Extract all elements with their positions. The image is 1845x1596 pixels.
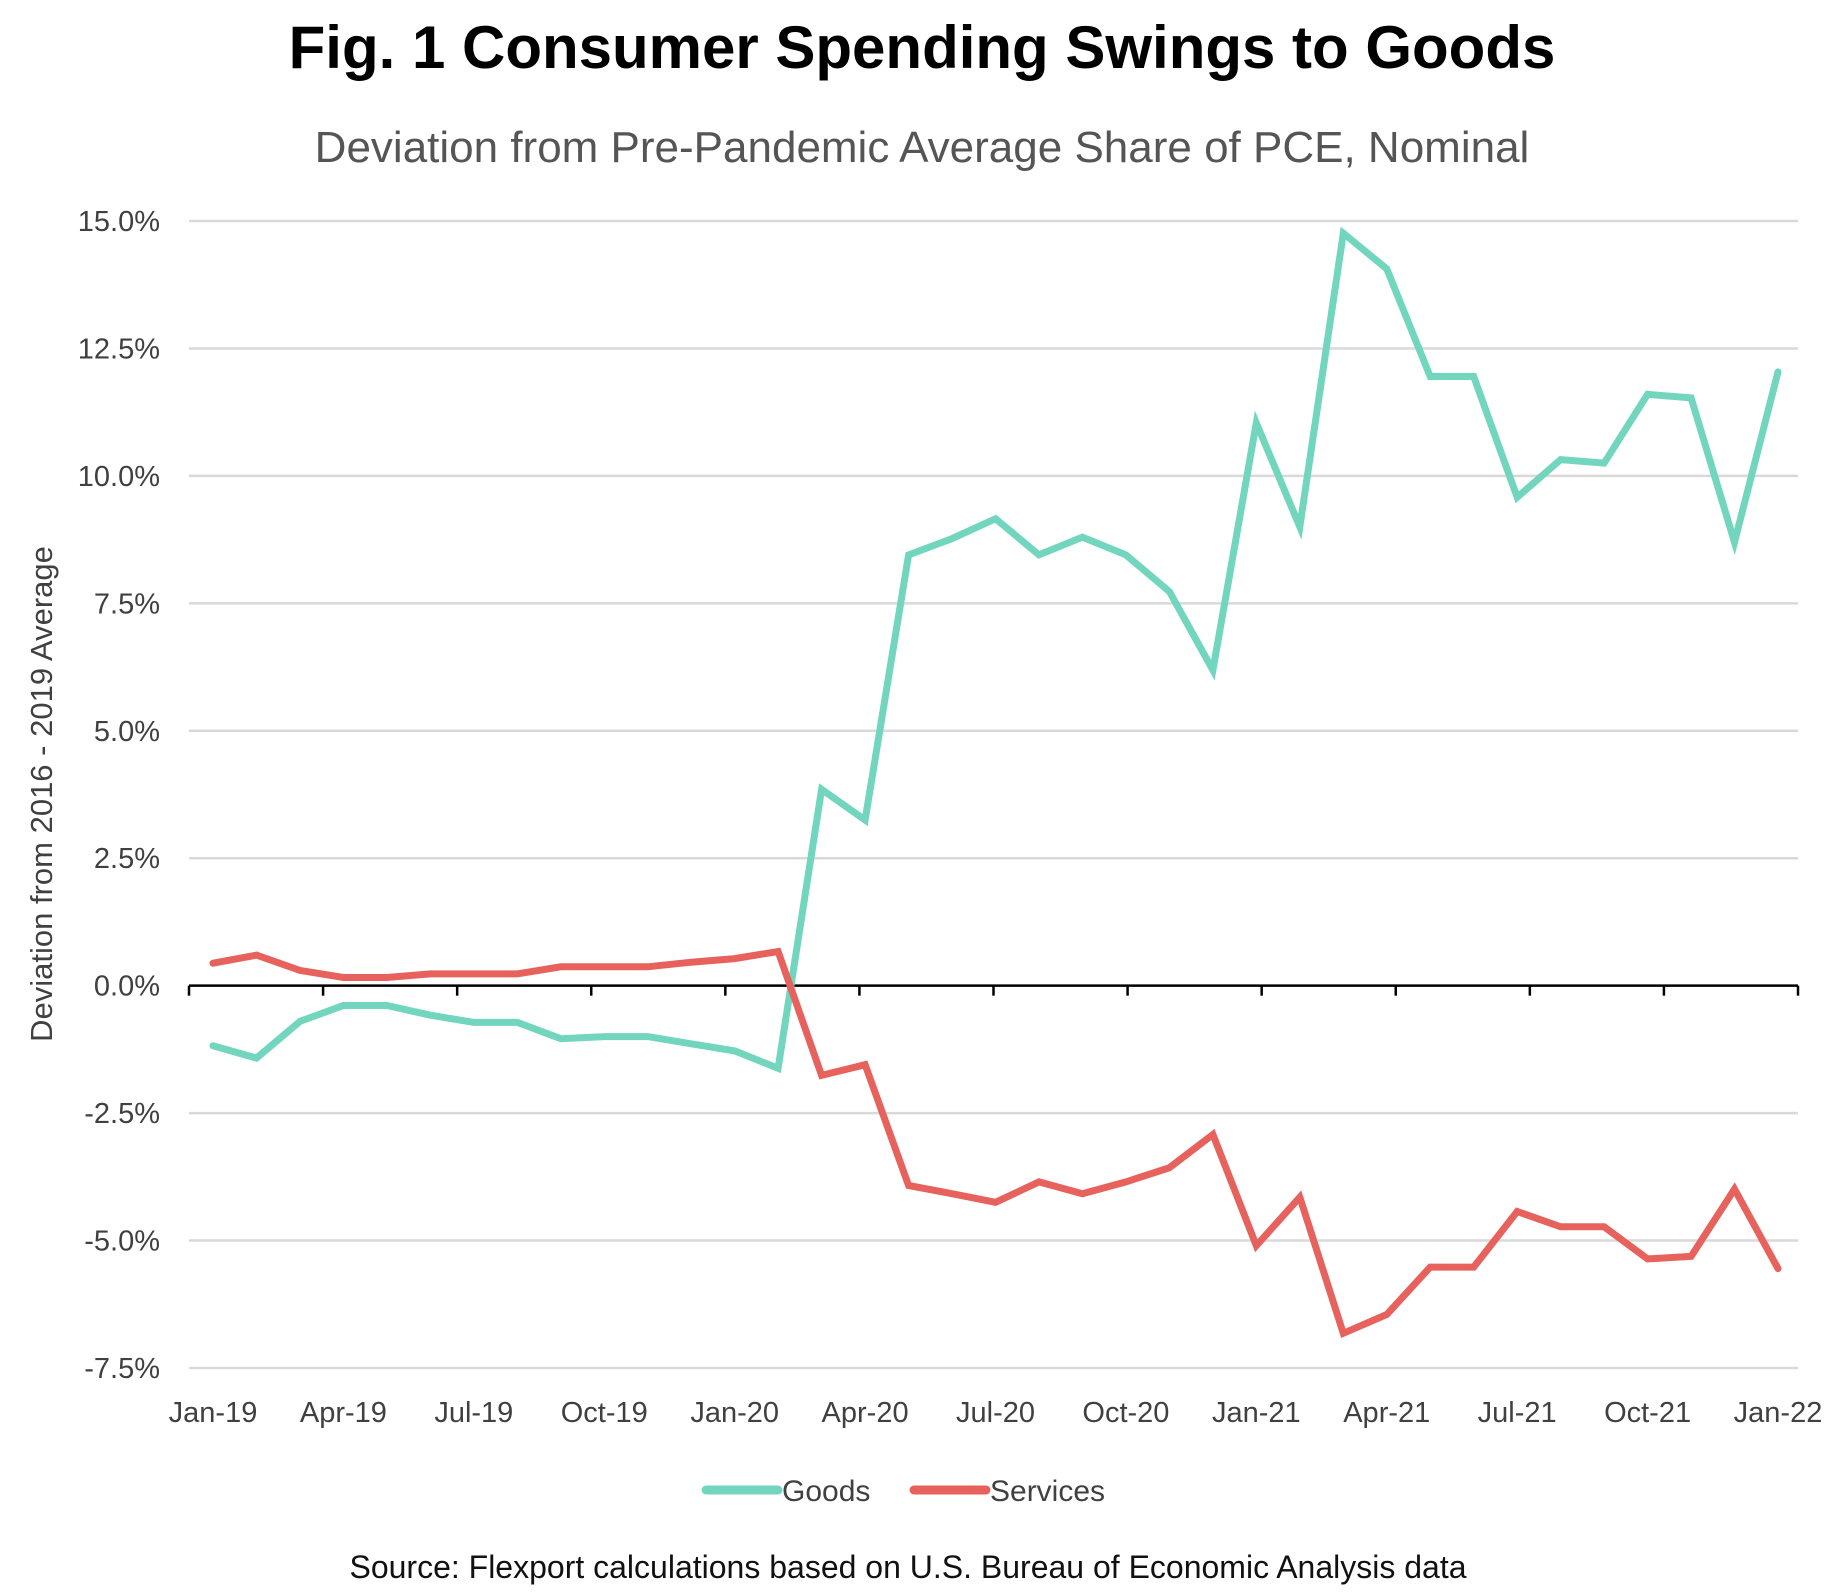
gridlines: [189, 219, 1798, 1370]
y-tick-label: 7.5%: [94, 588, 160, 620]
x-tick-label: Jan-22: [1734, 1397, 1823, 1429]
series-lines: [209, 226, 1782, 1339]
legend: Goods Services: [701, 1475, 1105, 1508]
x-tick-label: Jul-21: [1478, 1397, 1557, 1429]
legend-label-goods: Goods: [782, 1475, 870, 1508]
y-tick-label: -7.5%: [84, 1353, 160, 1385]
x-tick-label: Jan-21: [1212, 1397, 1301, 1429]
y-tick-label: -2.5%: [84, 1098, 160, 1130]
y-tick-label: -5.0%: [84, 1226, 160, 1258]
x-tick-label: Jan-19: [169, 1397, 258, 1429]
y-axis-label: Deviation from 2016 - 2019 Average: [24, 546, 59, 1042]
y-axis-ticks: 15.0% 12.5% 10.0% 7.5% 5.0% 2.5% 0.0% -2.5% -5.0…: [78, 206, 160, 1385]
y-tick-label: 0.0%: [94, 971, 160, 1003]
x-tick-label: Jul-19: [434, 1397, 513, 1429]
y-tick-label: 10.0%: [78, 461, 160, 493]
x-tick-label: Apr-21: [1343, 1397, 1430, 1429]
y-tick-label: 12.5%: [78, 333, 160, 365]
x-axis: Jan-19 Apr-19 Jul-19 Oct-19 Jan-20 Apr-20 Jul-…: [169, 984, 1823, 1429]
series-line-goods: [209, 226, 1782, 1074]
x-tick-label: Apr-20: [822, 1397, 909, 1429]
y-tick-label: 2.5%: [94, 843, 160, 875]
x-tick-label: Jan-20: [690, 1397, 779, 1429]
chart-subtitle: Deviation from Pre-Pandemic Average Shar…: [315, 123, 1530, 172]
x-tick-label: Apr-19: [300, 1397, 387, 1429]
x-tick-label: Oct-21: [1604, 1397, 1691, 1429]
y-tick-label: 5.0%: [94, 716, 160, 748]
series-line-services: [209, 947, 1782, 1339]
x-tick-label: Oct-19: [561, 1397, 648, 1429]
legend-label-services: Services: [990, 1475, 1105, 1508]
x-tick-label: Jul-20: [956, 1397, 1035, 1429]
x-tick-label: Oct-20: [1082, 1397, 1169, 1429]
y-tick-label: 15.0%: [78, 206, 160, 238]
chart-title: Fig. 1 Consumer Spending Swings to Goods: [289, 14, 1556, 81]
source-note: Source: Flexport calculations based on U…: [349, 1549, 1466, 1585]
